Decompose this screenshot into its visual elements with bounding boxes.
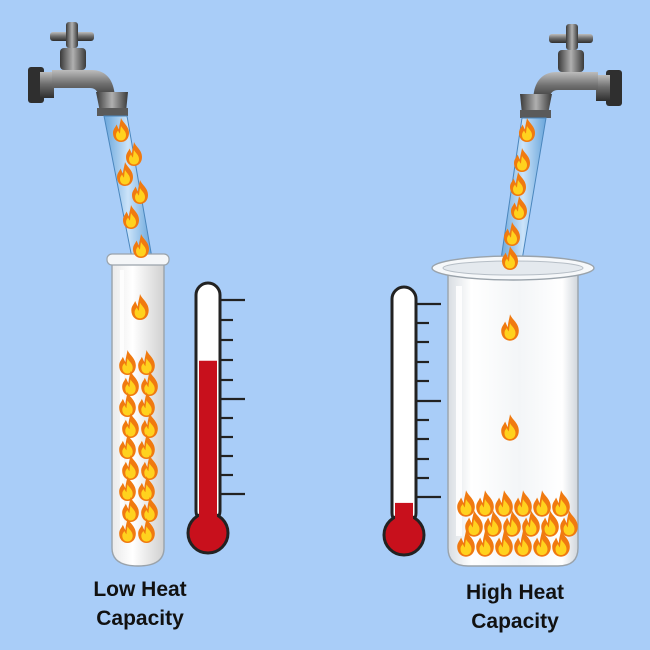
caption-high-line1: High Heat — [465, 581, 564, 604]
test-tube-icon — [106, 253, 170, 567]
caption-low-heat-capacity: Low Heat Capacity — [60, 575, 220, 633]
thermometer-scale-right — [415, 302, 441, 499]
faucet-icon-left — [28, 22, 128, 116]
faucet-icon-right — [520, 24, 622, 118]
caption-low-line1: Low Heat — [93, 578, 187, 601]
caption-low-line2: Capacity — [96, 607, 184, 630]
thermometer-mercury-left — [199, 360, 217, 527]
thermometer-icon-left — [186, 281, 245, 555]
caption-high-line2: Capacity — [471, 610, 559, 633]
thermometer-icon-right — [382, 285, 441, 557]
thermometer-scale-left — [219, 298, 245, 496]
caption-high-heat-capacity: High Heat Capacity — [435, 578, 595, 636]
